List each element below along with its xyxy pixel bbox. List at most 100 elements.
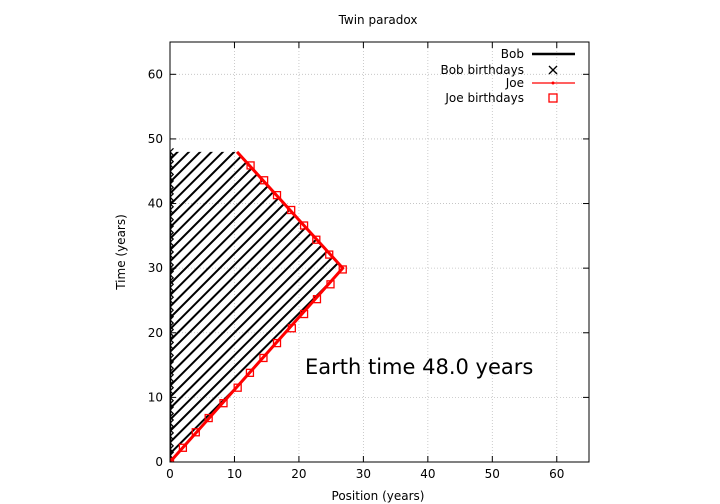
point-stroke (170, 238, 174, 244)
point-stroke (170, 189, 174, 195)
point-bob-birthdays (170, 445, 174, 454)
point-bob-birthdays (170, 244, 174, 253)
point-bob-birthdays (170, 309, 174, 318)
point-stroke (170, 451, 174, 457)
point-stroke (170, 393, 174, 399)
point-joe-birthdays (233, 383, 242, 392)
point-stroke (170, 322, 174, 328)
point-stroke (170, 209, 174, 214)
point-joe-birthdays (259, 353, 268, 363)
point-bob-birthdays (170, 283, 174, 292)
point-bob-birthdays (170, 218, 174, 227)
point-bob-birthdays (170, 238, 174, 247)
point-stroke (170, 215, 174, 221)
point-stroke (170, 193, 174, 198)
point-joe-birthdays (191, 428, 200, 437)
legend-marker-bob-birthdays (548, 65, 558, 75)
point-stroke (170, 402, 174, 408)
point-bob-birthdays (170, 438, 174, 447)
point-stroke (170, 412, 174, 418)
point-stroke (170, 180, 174, 186)
point-joe-birthdays (204, 413, 213, 423)
point-stroke (170, 341, 174, 347)
point-stroke (170, 267, 174, 273)
point-bob-birthdays (170, 335, 174, 344)
point-stroke (170, 150, 174, 156)
point-bob-birthdays (170, 154, 174, 163)
point-stroke (170, 309, 174, 315)
point-stroke (170, 170, 174, 176)
legend-label-bob: Bob (501, 47, 524, 61)
point-bob-birthdays (170, 432, 174, 441)
point-stroke (170, 199, 174, 205)
point-stroke (170, 383, 174, 389)
point-bob-birthdays (170, 199, 174, 208)
point-stroke (170, 260, 174, 266)
point-stroke (170, 390, 174, 395)
point-bob-birthdays (170, 231, 174, 240)
point-joe-birthdays (272, 338, 282, 348)
point-stroke (170, 241, 174, 247)
point-stroke (170, 328, 174, 334)
legend-label-joe-birthdays: Joe birthdays (444, 91, 524, 105)
point-stroke (170, 315, 174, 321)
point-stroke (170, 247, 174, 253)
point-stroke (170, 280, 174, 286)
point-stroke (170, 306, 174, 311)
point-stroke (170, 290, 174, 295)
hatched-spacetime-region (170, 151, 343, 462)
point-stroke (170, 354, 174, 360)
x-axis-label: Position (years) (332, 489, 425, 503)
point-joe-birthdays (219, 399, 228, 408)
y-tick-label: 40 (148, 197, 163, 211)
point-stroke (170, 432, 174, 438)
point-stroke (170, 206, 174, 211)
point-bob-birthdays (170, 225, 174, 234)
point-stroke (170, 228, 174, 234)
point-bob-birthdays (170, 302, 174, 311)
point-joe-birthdays (259, 176, 269, 185)
x-tick-label: 20 (291, 467, 306, 481)
point-stroke (170, 448, 174, 454)
point-stroke (170, 196, 174, 202)
point-joe-birthdays (287, 205, 296, 215)
point-stroke (170, 234, 174, 240)
point-stroke (170, 157, 174, 163)
point-bob-birthdays (170, 374, 174, 382)
point-stroke (170, 318, 174, 324)
point-stroke (170, 361, 174, 366)
point-stroke (170, 374, 174, 379)
axis-ticks: 0 10 20 30 40 50 60 0 10 20 30 40 50 60 (148, 42, 589, 481)
point-stroke (170, 377, 174, 382)
plot-frame (169, 41, 590, 463)
point-stroke (170, 173, 174, 179)
point-stroke (170, 202, 174, 208)
point-bob-birthdays (170, 277, 174, 286)
point-stroke (170, 338, 174, 344)
point-bob-birthdays (170, 354, 174, 363)
point-bob-birthdays (170, 270, 174, 279)
chart-title: Twin paradox (338, 13, 418, 27)
point-joe-birthdays (287, 324, 296, 333)
point-stroke (170, 244, 174, 250)
y-tick-label: 0 (155, 455, 163, 469)
point-stroke (170, 396, 174, 402)
point-stroke (170, 422, 174, 428)
point-bob-birthdays (170, 393, 174, 402)
point-stroke (170, 257, 174, 263)
point-joe-birthdays (246, 161, 255, 170)
y-axis-label: Time (years) (114, 214, 128, 291)
legend: Bob Bob birthdays Joe Joe birthdays (440, 47, 575, 105)
y-tick-label: 60 (148, 67, 163, 81)
y-tick-label: 10 (148, 390, 163, 404)
point-bob-birthdays (170, 386, 174, 395)
point-bob-birthdays (170, 361, 174, 370)
point-bob-birthdays (170, 419, 174, 428)
series-layer (170, 147, 347, 462)
point-bob-birthdays (170, 412, 174, 421)
point-stroke (170, 335, 174, 341)
point-bob-birthdays (170, 264, 174, 273)
legend-label-joe: Joe (505, 76, 524, 90)
point-stroke (170, 251, 174, 257)
